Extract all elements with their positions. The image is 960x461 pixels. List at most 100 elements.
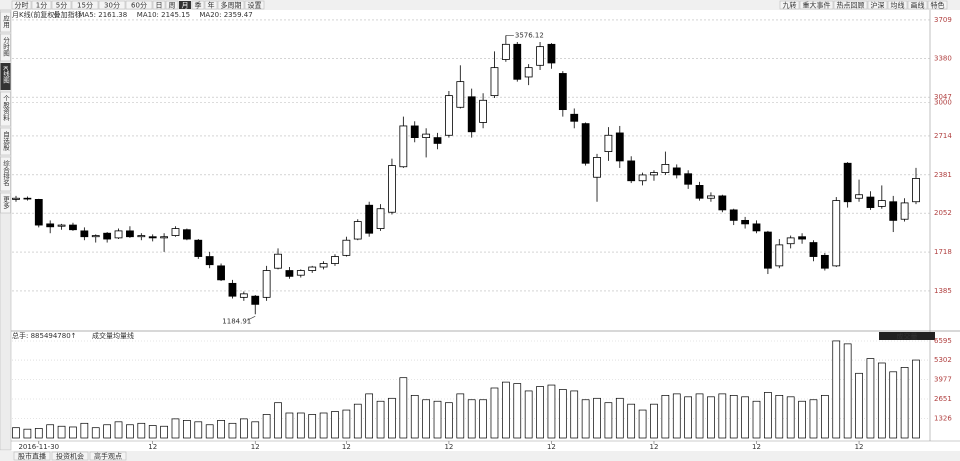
period-tab[interactable] (98, 0, 126, 10)
side-tab[interactable] (0, 156, 11, 192)
candle-body (581, 123, 590, 164)
side-tab[interactable] (0, 91, 11, 127)
period-tab[interactable] (204, 0, 218, 10)
volume-bar (23, 428, 32, 439)
volume-bar (900, 367, 909, 439)
period-tab-label[interactable]: 周 (169, 2, 176, 10)
period-tab-label[interactable]: 1分 (36, 1, 47, 10)
candle-body (46, 223, 55, 228)
tool-tab-label[interactable]: 重大事件 (803, 1, 831, 10)
candle-body (786, 237, 795, 245)
side-tab[interactable] (0, 127, 11, 156)
period-tab[interactable] (125, 0, 153, 10)
tool-tab-label[interactable]: 九转 (783, 1, 797, 10)
tool-tab[interactable] (907, 0, 928, 10)
tool-tab-label[interactable]: 热点回顾 (837, 1, 865, 10)
period-tab[interactable] (165, 0, 179, 10)
period-tab[interactable] (51, 0, 72, 10)
x-tick-label: 12 (547, 443, 556, 451)
candle-body (843, 162, 852, 203)
x-tick-label: 2016-11-30 (18, 443, 59, 451)
candle-body (137, 235, 146, 238)
candle-body (228, 282, 237, 297)
annotation-line (247, 316, 256, 321)
period-tab-label[interactable]: 30分 (104, 1, 120, 10)
period-tab-label[interactable]: 季 (195, 1, 202, 10)
volume-bar (308, 414, 317, 439)
volume-panel-box[interactable] (879, 332, 935, 340)
volume-bar (331, 411, 339, 439)
tool-tab[interactable] (779, 0, 800, 10)
side-tab-label[interactable]: 应用 (2, 14, 10, 30)
candle-body (855, 194, 863, 199)
candle-body (126, 230, 134, 238)
side-tab-label[interactable]: 分时图 (2, 36, 10, 58)
side-tab-label[interactable]: 更多 (2, 196, 10, 211)
candle-body (433, 137, 442, 144)
period-tab[interactable] (71, 0, 99, 10)
candle-body (604, 134, 613, 152)
period-tab-label[interactable]: 年 (208, 1, 215, 10)
period-tab-label[interactable]: 多周期 (221, 1, 242, 10)
tool-tab-label[interactable]: 特色 (931, 1, 945, 10)
volume-bar (821, 394, 829, 439)
period-tab-label[interactable]: 15分 (77, 1, 93, 10)
bottom-tab-label[interactable]: 股市直播 (18, 452, 46, 461)
volume-bar (12, 427, 20, 439)
side-tab-label[interactable]: 自选股 (2, 130, 10, 152)
candle-body (900, 202, 909, 220)
candle-body (217, 265, 225, 281)
candle-body (809, 242, 818, 257)
bottom-tab[interactable] (89, 451, 127, 461)
side-tab[interactable] (0, 33, 11, 62)
bottom-tab[interactable] (51, 451, 89, 461)
side-tab[interactable] (0, 192, 11, 214)
period-tab[interactable] (217, 0, 245, 10)
period-tab[interactable] (244, 0, 265, 10)
candle-body (638, 174, 647, 182)
bottom-tab-label[interactable]: 投资机会 (56, 452, 84, 461)
side-tab-label[interactable]: 综合排名 (2, 159, 10, 188)
side-tab[interactable] (0, 63, 11, 90)
tool-tab-label[interactable]: 画线 (911, 1, 925, 10)
candle-body (353, 221, 362, 240)
side-tab[interactable] (0, 11, 11, 33)
candle-body (114, 230, 123, 239)
period-tab-label[interactable]: 设置 (248, 1, 262, 10)
tool-tab[interactable] (833, 0, 868, 10)
x-tick-label: 12 (148, 443, 157, 451)
period-tab-label[interactable]: 月 (182, 2, 189, 10)
period-tab-label[interactable]: 日 (156, 2, 163, 10)
tool-tab[interactable] (927, 0, 948, 10)
candle-body (695, 185, 704, 199)
volume-bar (365, 393, 374, 439)
period-tab[interactable] (179, 1, 191, 9)
candle-body (422, 133, 431, 139)
period-tab[interactable] (191, 0, 205, 10)
tool-tab[interactable] (799, 0, 834, 10)
candle-body (889, 201, 898, 221)
bottom-tab[interactable] (13, 451, 51, 461)
candle-body (205, 256, 214, 266)
period-tab[interactable] (152, 0, 166, 10)
tool-tab[interactable] (887, 0, 908, 10)
candle-body (91, 235, 100, 238)
volume-bar (889, 371, 898, 439)
tool-tab[interactable] (867, 0, 888, 10)
top-toolbar (0, 0, 960, 10)
period-tab-label[interactable]: 60分 (131, 1, 147, 10)
side-tab-label[interactable]: K线图 (2, 66, 10, 84)
bottom-tab-label[interactable]: 高手观点 (94, 452, 122, 461)
volume-bar (741, 396, 749, 439)
side-tab-label[interactable]: 个股资料 (2, 95, 10, 123)
volume-panel-label[interactable]: 成交量 (897, 332, 918, 341)
candle-body (490, 67, 499, 97)
period-tab[interactable] (11, 0, 32, 10)
period-tab[interactable] (31, 0, 52, 10)
tool-tab-label[interactable]: 沪深 (871, 1, 885, 10)
period-tab-label[interactable]: 5分 (56, 1, 67, 10)
volume-bar (809, 399, 818, 439)
period-tab-label[interactable]: 分时 (15, 1, 29, 10)
tool-tab-label[interactable]: 均线 (891, 1, 905, 10)
